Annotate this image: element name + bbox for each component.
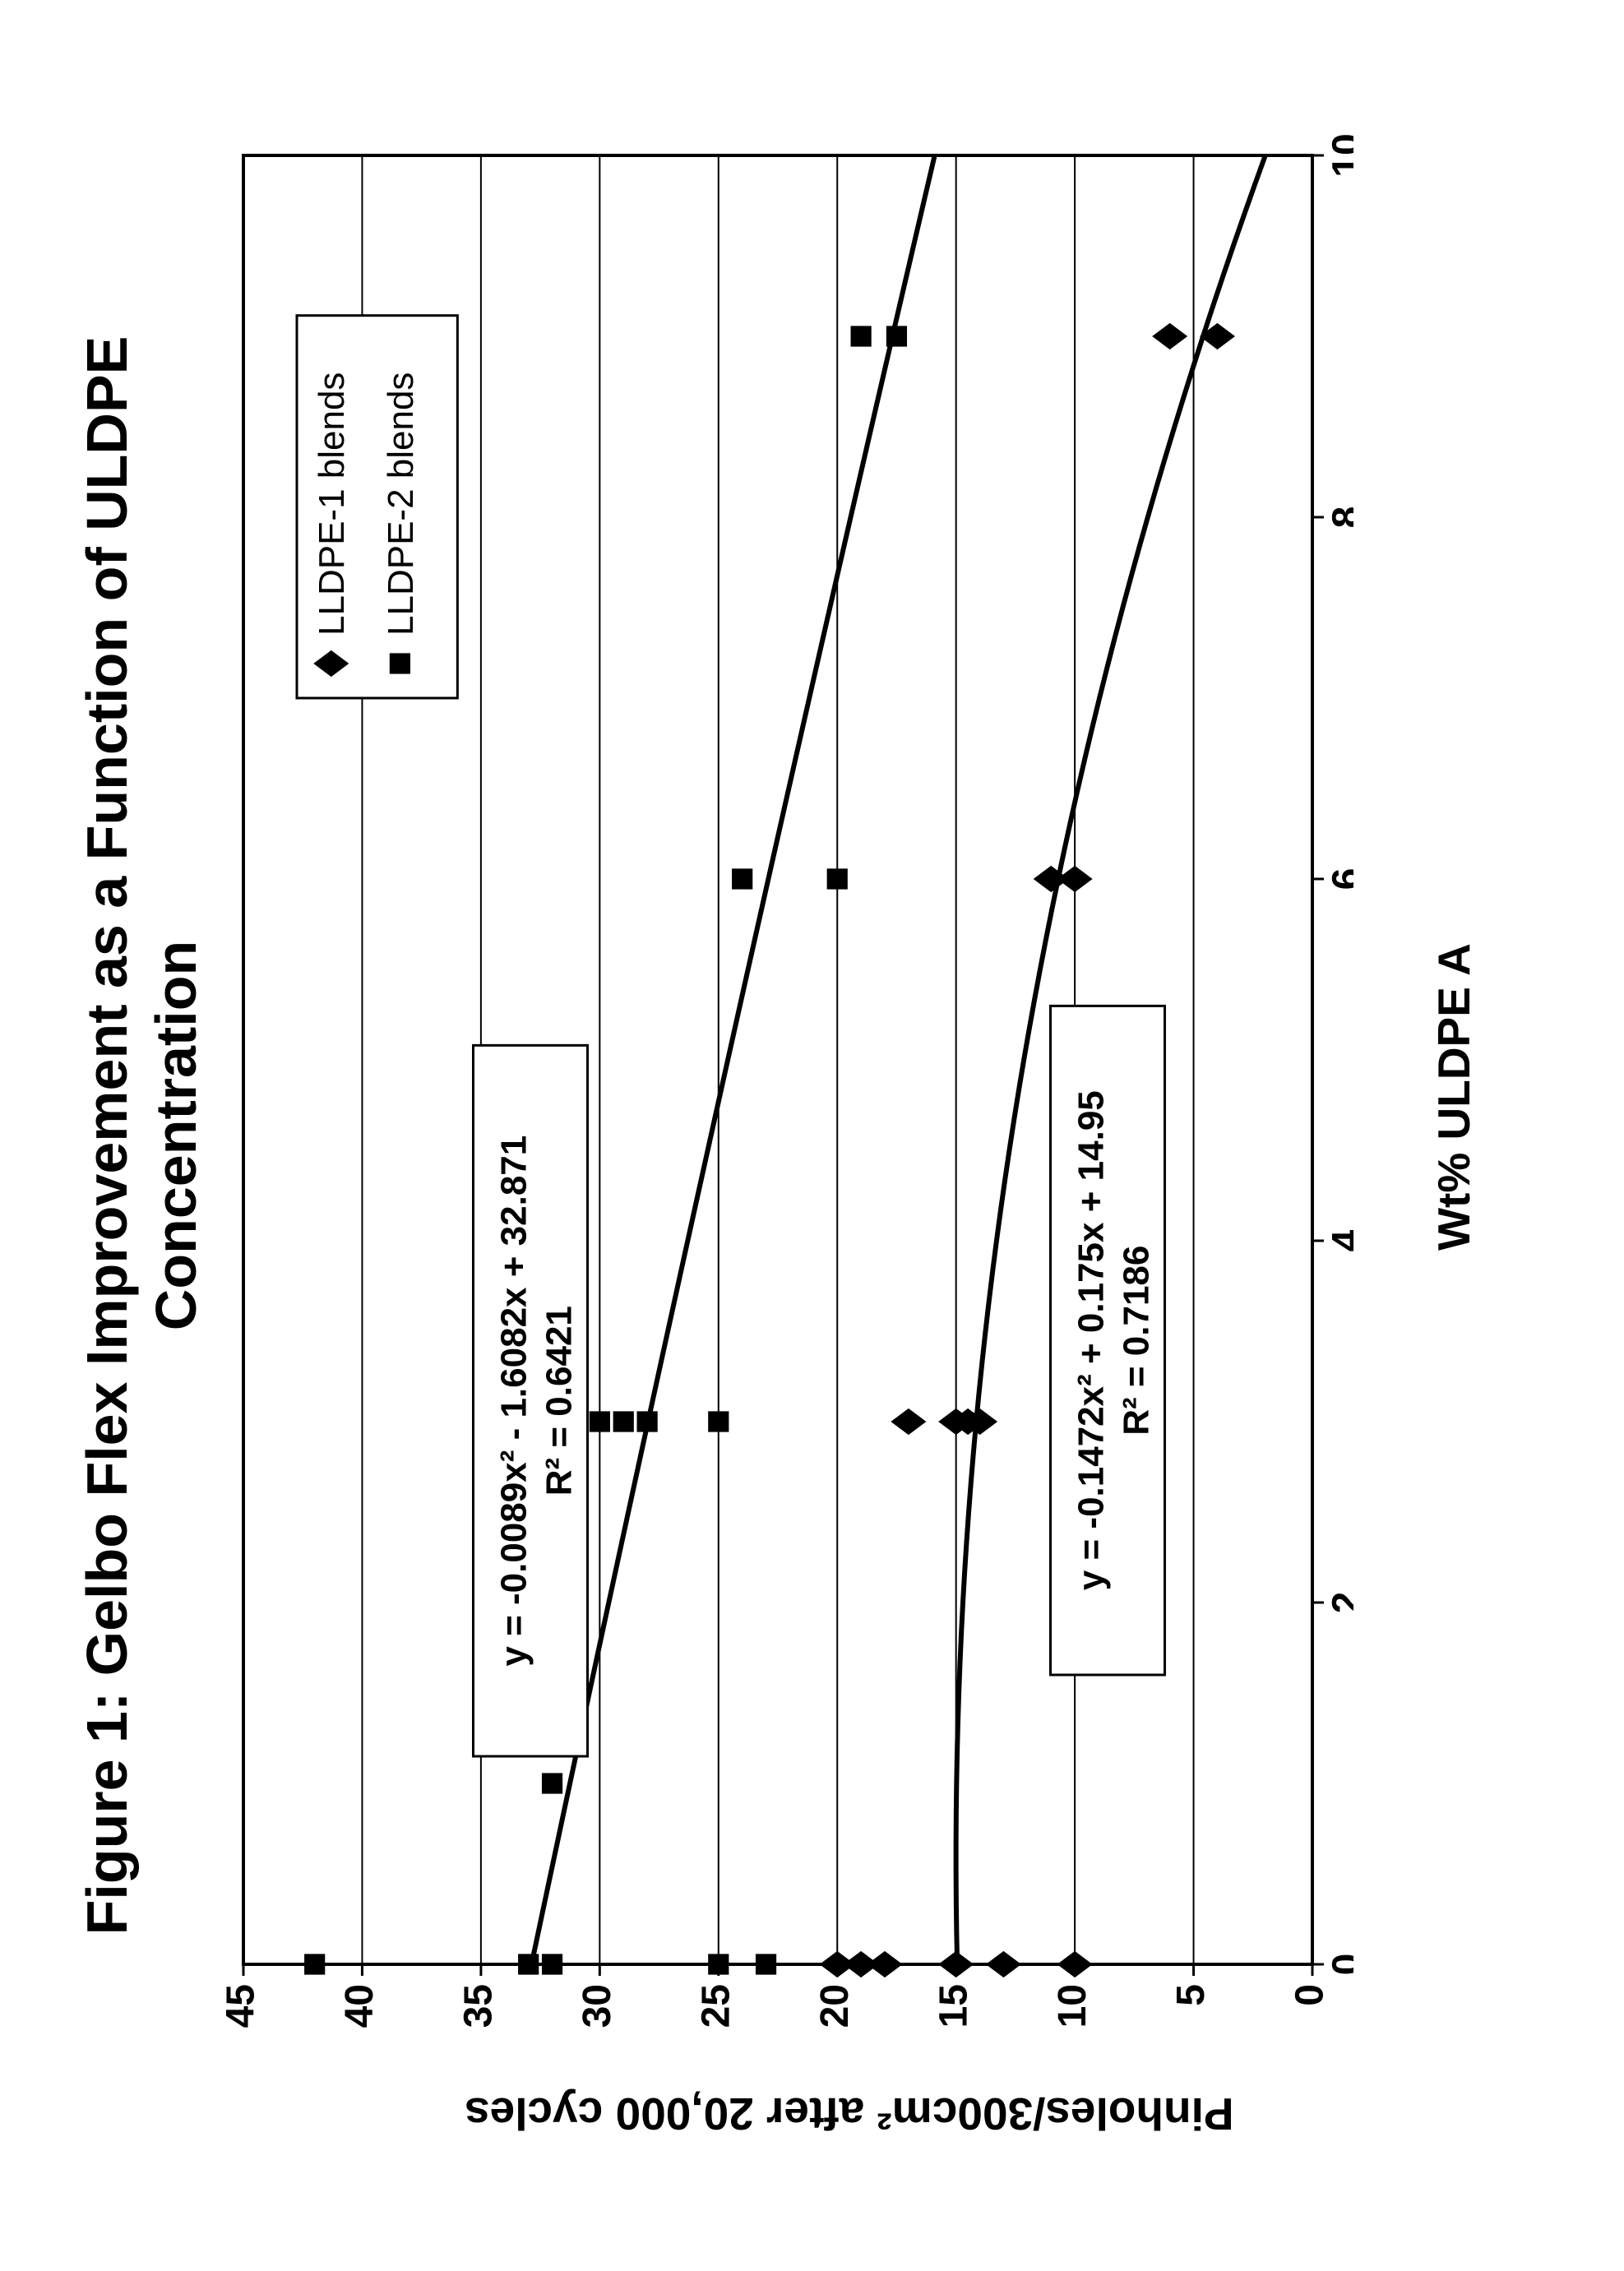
page: Figure 1: Gelbo Flex Improvement as a Fu…: [0, 0, 1624, 2271]
data-point-series-1: [826, 868, 847, 889]
chart-title-line1: Figure 1: Gelbo Flex Improvement as a Fu…: [75, 336, 139, 1936]
chart-body: Pinholes/300cm² after 20,000 cycles 0 5 10…: [219, 131, 1480, 2140]
x-tick-label: 8: [1325, 506, 1353, 529]
r-squared-text: R² = 0.7186: [1116, 1246, 1156, 1436]
plot-box: 0 5 10 15 20 25 30 35 40 45 0 2 4 6 8 10 y = -0.0089x² -…: [219, 131, 1353, 2063]
y-tick-label: 0: [1288, 1984, 1331, 2006]
data-point-series-1: [708, 1411, 729, 1432]
x-tick-label: 6: [1325, 868, 1353, 890]
legend-label: LLDPE-2 blends: [380, 372, 420, 636]
data-point-series-1: [541, 1773, 562, 1793]
data-point-series-1: [541, 1954, 562, 1974]
y-tick-label: 30: [576, 1984, 619, 2028]
y-tick-label: 5: [1169, 1984, 1213, 2006]
y-tick-label: 15: [932, 1984, 975, 2028]
data-point-series-1: [850, 326, 871, 346]
x-tick-label: 0: [1325, 1954, 1353, 1976]
data-point-series-1: [613, 1411, 633, 1432]
equation-text: y = -0.0089x² - 1.6082x + 32.871: [493, 1136, 534, 1667]
data-point-series-1: [518, 1954, 539, 1974]
x-tick-label: 4: [1325, 1229, 1353, 1251]
x-tick-label: 2: [1325, 1592, 1353, 1614]
chart-title-line2: Concentration: [144, 941, 208, 1330]
data-point-series-1: [732, 868, 752, 889]
x-tick-label: 10: [1325, 133, 1353, 177]
y-tick-label: 35: [456, 1984, 500, 2028]
chart-title: Figure 1: Gelbo Flex Improvement as a Fu…: [72, 336, 211, 1936]
data-point-series-1: [636, 1411, 657, 1432]
x-axis-label: Wt% ULDPE A: [1427, 943, 1480, 1251]
y-axis-label: Pinholes/300cm² after 20,000 cycles: [465, 2088, 1234, 2140]
y-tick-label: 45: [219, 1984, 262, 2028]
r-squared-text: R² = 0.6421: [539, 1306, 579, 1496]
data-point-series-1: [708, 1954, 729, 1974]
data-point-series-1: [589, 1411, 609, 1432]
legend-marker: [389, 653, 409, 673]
data-point-series-1: [886, 326, 906, 346]
plot-column: 0 5 10 15 20 25 30 35 40 45 0 2 4 6 8 10 y = -0.0089x² -…: [219, 131, 1480, 2063]
data-point-series-1: [755, 1954, 775, 1974]
legend-label: LLDPE-1 blends: [312, 372, 352, 636]
scatter-plot-svg: 0 5 10 15 20 25 30 35 40 45 0 2 4 6 8 10 y = -0.0089x² -…: [219, 131, 1353, 2063]
equation-text: y = -0.1472x² + 0.175x + 14.95: [1071, 1090, 1111, 1590]
rotated-chart-container: Figure 1: Gelbo Flex Improvement as a Fu…: [72, 131, 1552, 2140]
y-tick-label: 25: [694, 1984, 738, 2028]
data-point-series-1: [304, 1954, 325, 1974]
y-tick-label: 40: [338, 1984, 382, 2028]
y-tick-label: 10: [1050, 1984, 1094, 2028]
y-tick-label: 20: [812, 1984, 856, 2028]
